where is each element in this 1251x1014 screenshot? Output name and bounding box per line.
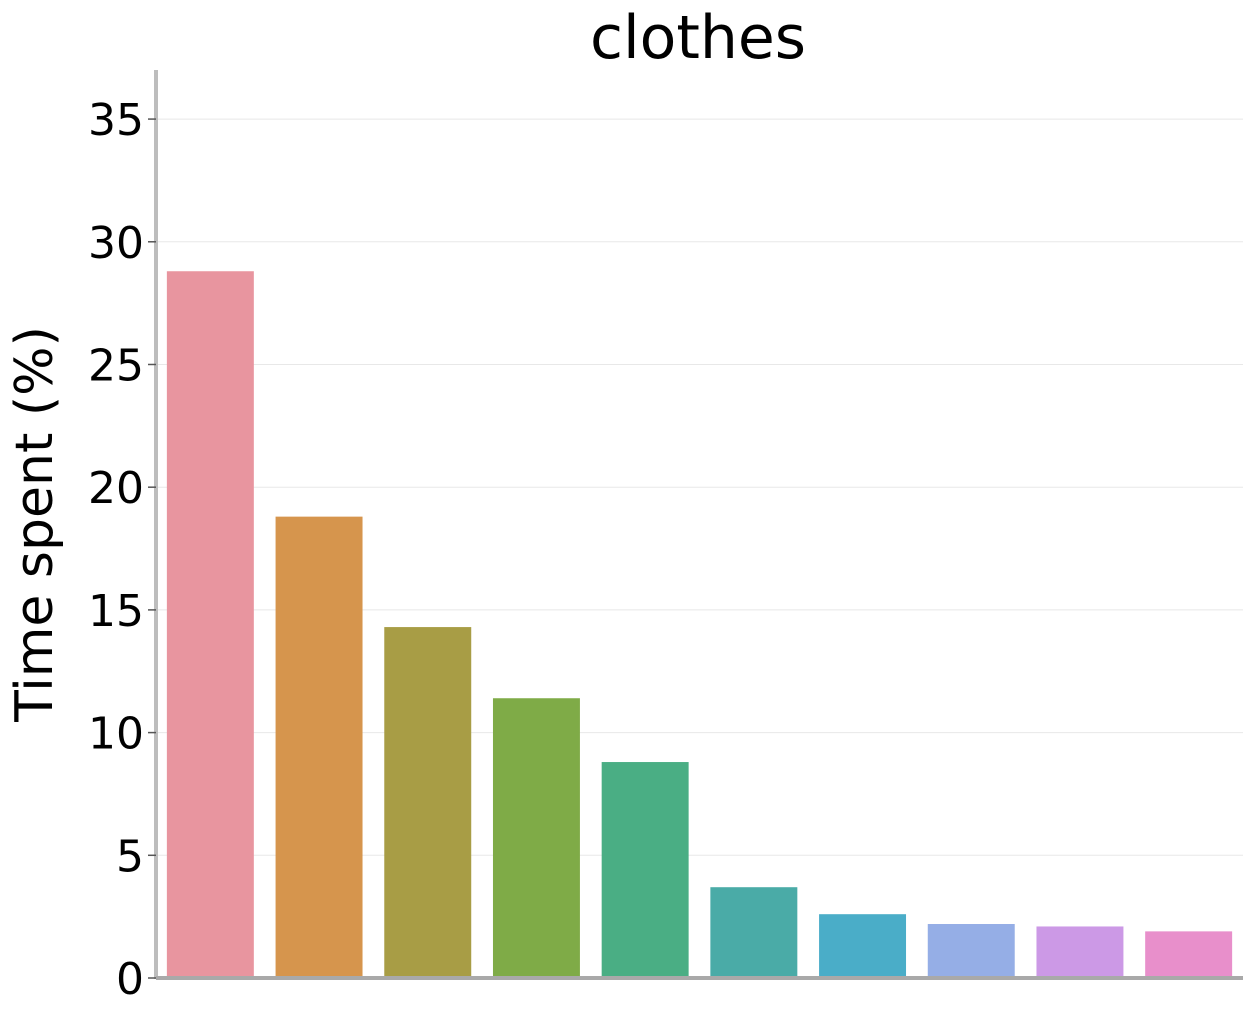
y-tick-label: 10 <box>88 709 144 760</box>
axes <box>154 70 1243 980</box>
y-ticks: 0 5 10 15 20 25 30 35 <box>88 95 156 1005</box>
bar <box>275 516 363 978</box>
bar <box>819 914 907 978</box>
y-tick-label: 20 <box>88 463 144 514</box>
bar <box>166 271 254 978</box>
y-tick-label: 0 <box>116 954 144 1005</box>
bars <box>166 271 1233 978</box>
chart-title: clothes <box>590 3 806 73</box>
bar <box>1036 926 1124 978</box>
bar <box>492 698 580 978</box>
bar <box>710 887 798 978</box>
y-tick-label: 5 <box>116 831 144 882</box>
y-tick-label: 15 <box>88 586 144 637</box>
y-axis-label: Time spent (%) <box>5 326 65 723</box>
bar <box>384 627 472 978</box>
y-tick-label: 30 <box>88 218 144 269</box>
bar <box>601 762 689 978</box>
bar <box>1145 931 1233 978</box>
y-tick-label: 25 <box>88 340 144 391</box>
bar <box>927 924 1015 978</box>
y-tick-label: 35 <box>88 95 144 146</box>
